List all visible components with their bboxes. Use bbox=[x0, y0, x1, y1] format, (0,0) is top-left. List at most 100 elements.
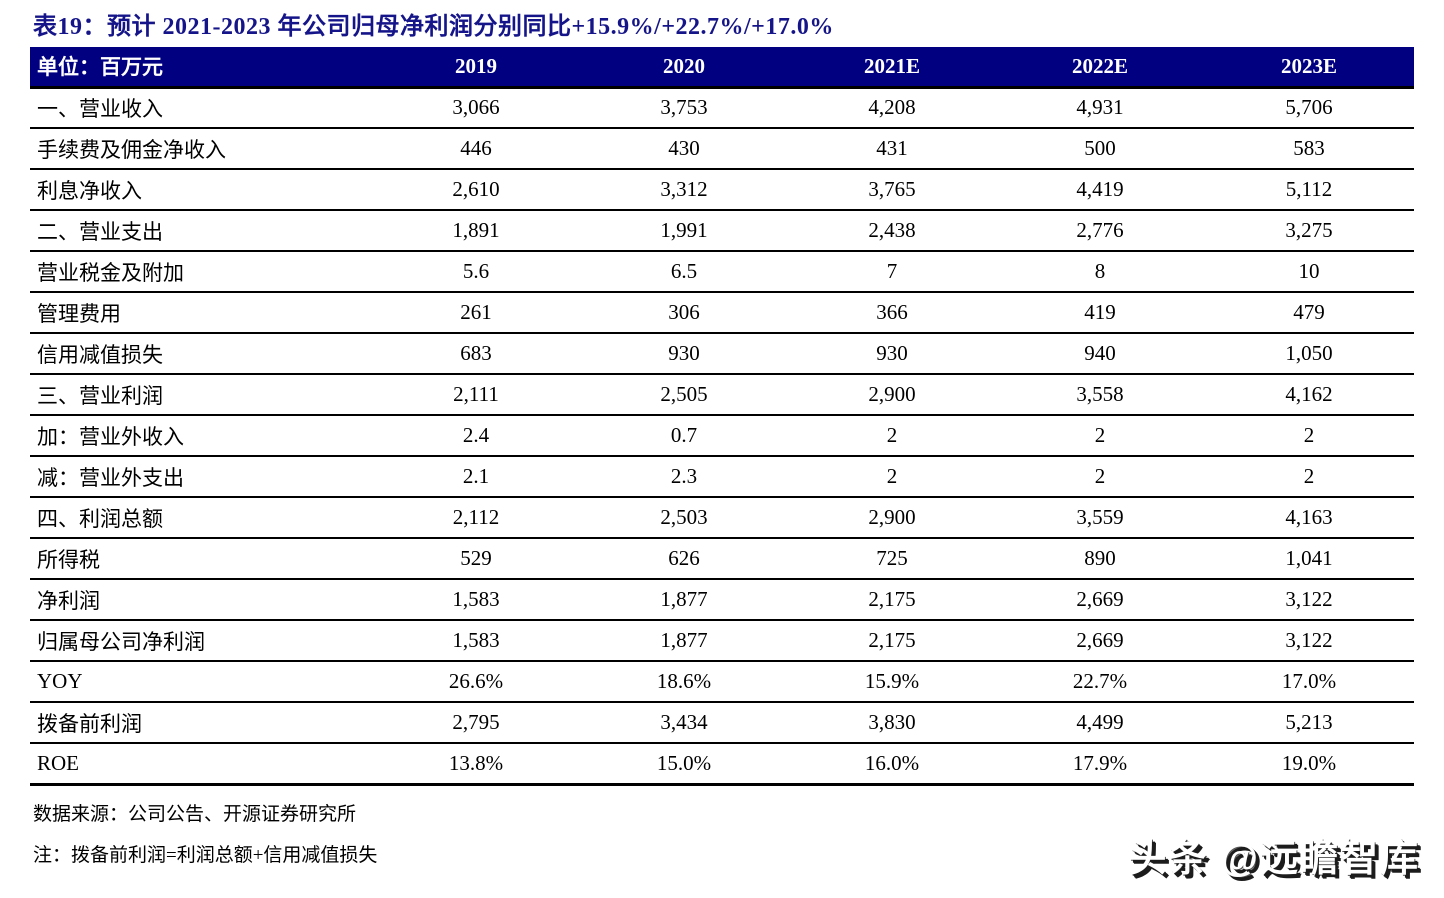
cell-value: 2.4 bbox=[372, 414, 580, 456]
table-row: 拨备前利润 2,795 3,434 3,830 4,499 5,213 bbox=[30, 701, 1414, 743]
cell-value: 1,583 bbox=[372, 619, 580, 661]
table-title: 表19：预计 2021-2023 年公司归母净利润分别同比+15.9%/+22.… bbox=[33, 14, 834, 40]
cell-value: 2 bbox=[1204, 414, 1414, 456]
cell-value: 15.9% bbox=[788, 660, 996, 702]
row-label: 二、营业支出 bbox=[30, 209, 372, 251]
cell-value: 583 bbox=[1204, 127, 1414, 169]
row-label: 一、营业收入 bbox=[37, 96, 163, 121]
cell-value: 1,877 bbox=[580, 578, 788, 620]
year-column-header: 2021E bbox=[788, 47, 996, 89]
cell-value: 0.7 bbox=[580, 414, 788, 456]
cell-value: 2,900 bbox=[788, 496, 996, 538]
row-label: 信用减值损失 bbox=[30, 332, 372, 374]
data-source-text: 数据来源：公司公告、开源证券研究所 bbox=[33, 803, 357, 825]
cell-value: 3,122 bbox=[1204, 619, 1414, 661]
cell-value: 5,213 bbox=[1204, 701, 1414, 743]
cell-value: 2,438 bbox=[788, 209, 996, 251]
cell-value: 16.0% bbox=[788, 742, 996, 784]
cell-value: 261 bbox=[372, 291, 580, 333]
cell-value: 1,041 bbox=[1204, 537, 1414, 579]
year-column-header: 2019 bbox=[372, 47, 580, 89]
cell-value: 22.7% bbox=[996, 660, 1204, 702]
table-row: 归属母公司净利润 1,583 1,877 2,175 2,669 3,122 bbox=[30, 619, 1414, 661]
cell-value: 3,434 bbox=[580, 701, 788, 743]
table-row: 二、营业支出 1,891 1,991 2,438 2,776 3,275 bbox=[30, 209, 1414, 251]
cell-value: 4,162 bbox=[1204, 373, 1414, 415]
cell-value: 529 bbox=[372, 537, 580, 579]
cell-value: 930 bbox=[788, 332, 996, 374]
row-label: 净利润 bbox=[30, 578, 372, 620]
unit-label: 单位：百万元 bbox=[30, 47, 372, 89]
cell-value: 2,505 bbox=[580, 373, 788, 415]
cell-value: 19.0% bbox=[1204, 742, 1414, 784]
cell-value: 13.8% bbox=[372, 742, 580, 784]
cell-value: 430 bbox=[580, 127, 788, 169]
cell-value: 3,753 bbox=[660, 95, 708, 120]
table-row: 手续费及佣金净收入 446 430 431 500 583 bbox=[30, 127, 1414, 169]
cell-value: 1,991 bbox=[580, 209, 788, 251]
cell-value: 3,122 bbox=[1204, 578, 1414, 620]
table-row: 所得税 529 626 725 890 1,041 bbox=[30, 537, 1414, 579]
year-column-header: 2022E bbox=[996, 47, 1204, 89]
row-label: 管理费用 bbox=[30, 291, 372, 333]
cell-value: 4,499 bbox=[996, 701, 1204, 743]
cell-value: 10 bbox=[1204, 250, 1414, 292]
cell-value: 2,503 bbox=[580, 496, 788, 538]
row-label: ROE bbox=[30, 742, 372, 784]
cell-value: 446 bbox=[372, 127, 580, 169]
row-label: 营业税金及附加 bbox=[30, 250, 372, 292]
cell-value: 419 bbox=[996, 291, 1204, 333]
footnote-text: 注：拨备前利润=利润总额+信用减值损失 bbox=[33, 844, 378, 866]
cell-value: 3,558 bbox=[996, 373, 1204, 415]
row-label: 所得税 bbox=[30, 537, 372, 579]
watermark: 头条 @远瞻智库 bbox=[1128, 838, 1420, 880]
cell-value: 3,066 bbox=[452, 95, 500, 120]
cell-value: 2.1 bbox=[372, 455, 580, 497]
cell-value: 4,419 bbox=[996, 168, 1204, 210]
cell-value: 4,208 bbox=[868, 95, 916, 120]
table-header-row: 单位：百万元 2019 2020 2021E 2022E 2023E bbox=[30, 47, 1414, 89]
cell-value: 5,112 bbox=[1204, 168, 1414, 210]
row-label: YOY bbox=[30, 660, 372, 702]
cell-value: 890 bbox=[996, 537, 1204, 579]
table-row: 营业税金及附加 5.6 6.5 7 8 10 bbox=[30, 250, 1414, 292]
table-row: 一、营业收入 3,066 3,753 4,208 4,931 5,706 bbox=[30, 87, 1414, 128]
row-label: 加：营业外收入 bbox=[30, 414, 372, 456]
cell-value: 4,163 bbox=[1204, 496, 1414, 538]
cell-value: 2,795 bbox=[372, 701, 580, 743]
cell-value: 2,111 bbox=[372, 373, 580, 415]
table-row: 加：营业外收入 2.4 0.7 2 2 2 bbox=[30, 414, 1414, 456]
cell-value: 1,877 bbox=[580, 619, 788, 661]
cell-value: 2 bbox=[788, 414, 996, 456]
year-column-header: 2023E bbox=[1204, 47, 1414, 89]
table-row: 三、营业利润 2,111 2,505 2,900 3,558 4,162 bbox=[30, 373, 1414, 415]
cell-value: 2.3 bbox=[580, 455, 788, 497]
cell-value: 3,830 bbox=[788, 701, 996, 743]
cell-value: 3,765 bbox=[788, 168, 996, 210]
row-label: 手续费及佣金净收入 bbox=[30, 127, 372, 169]
row-label: 三、营业利润 bbox=[30, 373, 372, 415]
cell-value: 17.9% bbox=[996, 742, 1204, 784]
table-row: 信用减值损失 683 930 930 940 1,050 bbox=[30, 332, 1414, 374]
table-row: ROE 13.8% 15.0% 16.0% 17.9% 19.0% bbox=[30, 742, 1414, 784]
cell-value: 479 bbox=[1204, 291, 1414, 333]
cell-value: 3,275 bbox=[1204, 209, 1414, 251]
cell-value: 2,610 bbox=[372, 168, 580, 210]
row-label: 拨备前利润 bbox=[30, 701, 372, 743]
table-row: 减：营业外支出 2.1 2.3 2 2 2 bbox=[30, 455, 1414, 497]
cell-value: 306 bbox=[580, 291, 788, 333]
cell-value: 1,050 bbox=[1204, 332, 1414, 374]
cell-value: 2,900 bbox=[788, 373, 996, 415]
cell-value: 1,583 bbox=[372, 578, 580, 620]
cell-value: 431 bbox=[788, 127, 996, 169]
cell-value: 626 bbox=[580, 537, 788, 579]
cell-value: 2,175 bbox=[788, 578, 996, 620]
cell-value: 5.6 bbox=[372, 250, 580, 292]
cell-value: 366 bbox=[788, 291, 996, 333]
cell-value: 930 bbox=[580, 332, 788, 374]
cell-value: 6.5 bbox=[580, 250, 788, 292]
year-column-header: 2020 bbox=[580, 47, 788, 89]
cell-value: 1,891 bbox=[372, 209, 580, 251]
cell-value: 2 bbox=[996, 455, 1204, 497]
